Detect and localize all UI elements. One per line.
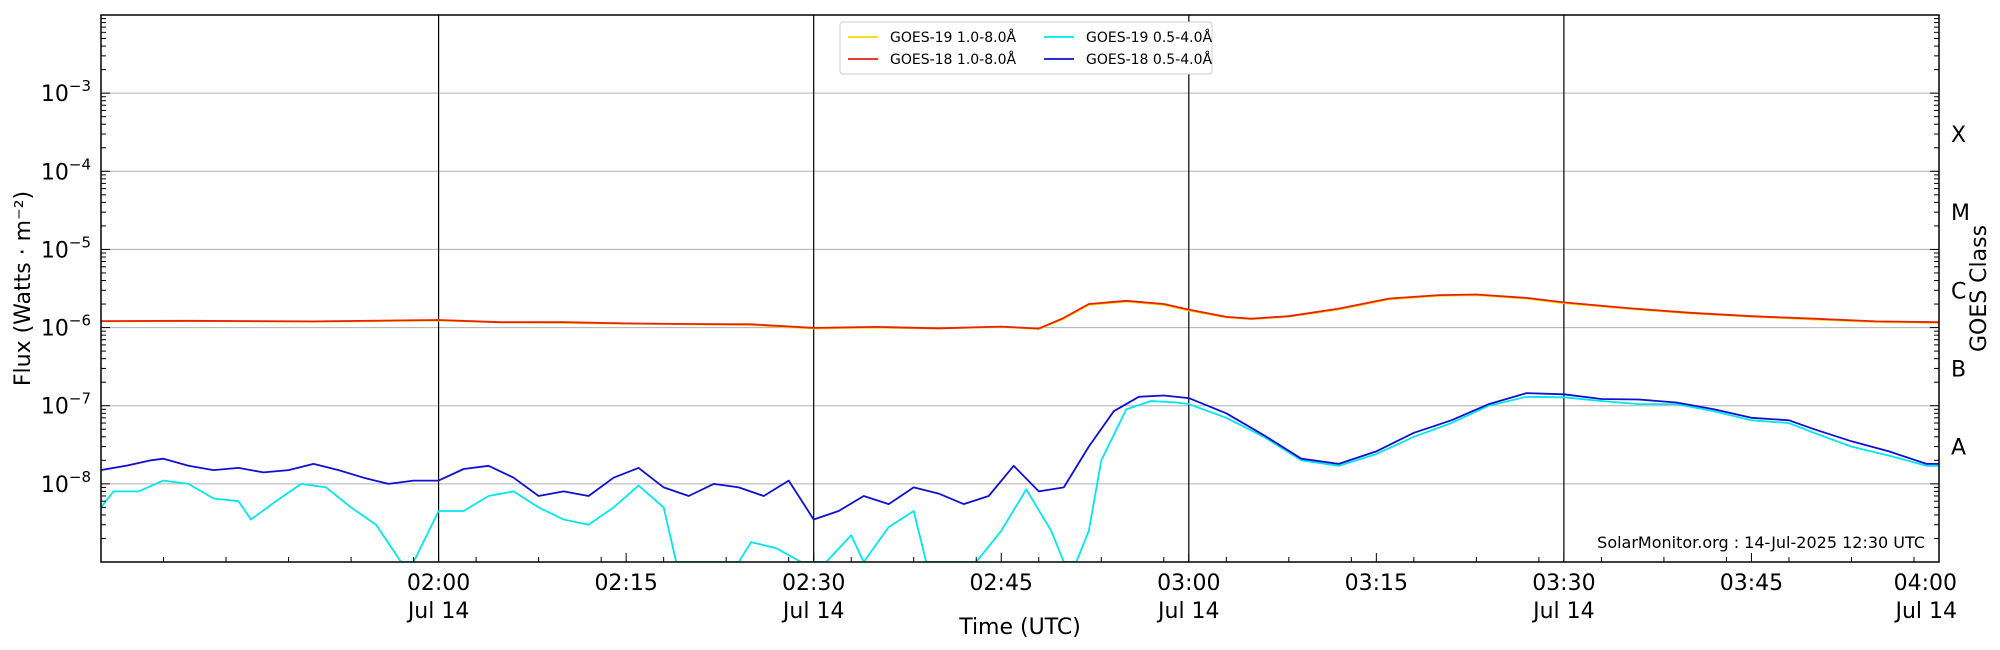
goes-class-axis-label: GOES Class xyxy=(1967,225,1992,352)
x-tick-date-label: Jul 14 xyxy=(781,599,845,624)
tick-layer xyxy=(100,18,1940,563)
legend-label: GOES-19 1.0-8.0Å xyxy=(890,29,1016,46)
series-line-3 xyxy=(101,392,1939,521)
goes-class-label: M xyxy=(1951,201,1970,226)
series-line-0 xyxy=(101,294,1939,330)
legend: GOES-19 1.0-8.0Å GOES-19 0.5-4.0Å GOES-18 … xyxy=(839,21,1213,75)
legend-label: GOES-19 0.5-4.0Å xyxy=(1086,29,1212,46)
x-tick-label: 04:00 xyxy=(1894,571,1957,596)
x-tick-label: 03:45 xyxy=(1720,571,1783,596)
x-tick-label: 02:00 xyxy=(407,571,470,596)
x-tick-label: 02:15 xyxy=(594,571,657,596)
goes-class-label: X xyxy=(1951,123,1966,148)
y-tick-label: 10−4 xyxy=(41,155,91,185)
legend-box xyxy=(839,21,1213,75)
x-axis-label: Time (UTC) xyxy=(958,615,1081,640)
grid-layer xyxy=(101,92,1939,485)
y-tick-label: 10−8 xyxy=(41,468,91,498)
x-tick-labels: 02:00 Jul 14 02:15 02:30 Jul 14 02:45 03:00 Jul… xyxy=(406,571,1957,624)
x-tick-label: 03:00 xyxy=(1157,571,1220,596)
x-tick-label: 02:45 xyxy=(970,571,1033,596)
x-tick-date-label: Jul 14 xyxy=(406,599,470,624)
x-tick-label: 03:15 xyxy=(1345,571,1408,596)
y-tick-label: 10−6 xyxy=(41,312,91,342)
legend-label: GOES-18 0.5-4.0Å xyxy=(1086,51,1212,68)
vertical-time-markers xyxy=(437,15,1565,562)
goes-class-label: B xyxy=(1951,357,1966,382)
goes-class-label: A xyxy=(1951,436,1966,461)
y-tick-label: 10−3 xyxy=(41,77,91,107)
x-tick-date-label: Jul 14 xyxy=(1156,599,1220,624)
x-tick-label: 03:30 xyxy=(1532,571,1595,596)
legend-label: GOES-18 1.0-8.0Å xyxy=(890,51,1016,68)
goes-class-label: C xyxy=(1951,279,1966,304)
y-axis-label: Flux (Watts · m⁻²) xyxy=(11,191,36,386)
series-line-1 xyxy=(101,293,1939,330)
series-line-2 xyxy=(101,395,1939,562)
x-tick-date-label: Jul 14 xyxy=(1531,599,1595,624)
y-tick-label: 10−5 xyxy=(41,233,91,263)
plot-frame xyxy=(100,14,1940,563)
series-layer xyxy=(101,293,1939,562)
credit-text: SolarMonitor.org : 14-Jul-2025 12:30 UTC xyxy=(1597,533,1925,552)
goes-class-labels: A B C M X xyxy=(1951,123,1970,461)
y-tick-label: 10−7 xyxy=(41,390,91,420)
x-tick-date-label: Jul 14 xyxy=(1893,599,1957,624)
y-tick-labels: 10−8 10−7 10−6 10−5 10−4 10−3 xyxy=(41,77,91,498)
x-tick-label: 02:30 xyxy=(782,571,845,596)
